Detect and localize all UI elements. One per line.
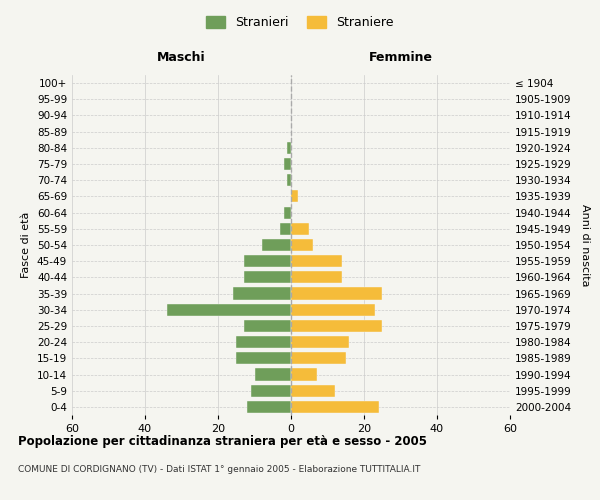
Bar: [291, 288, 382, 300]
Bar: [287, 142, 291, 154]
Y-axis label: Fasce di età: Fasce di età: [22, 212, 31, 278]
Bar: [291, 190, 298, 202]
Bar: [291, 239, 313, 251]
Bar: [291, 401, 379, 413]
Bar: [291, 320, 382, 332]
Bar: [291, 255, 342, 268]
Bar: [291, 352, 346, 364]
Text: Femmine: Femmine: [368, 50, 433, 64]
Bar: [287, 174, 291, 186]
Bar: [167, 304, 291, 316]
Text: COMUNE DI CORDIGNANO (TV) - Dati ISTAT 1° gennaio 2005 - Elaborazione TUTTITALIA: COMUNE DI CORDIGNANO (TV) - Dati ISTAT 1…: [18, 465, 421, 474]
Bar: [236, 352, 291, 364]
Text: Popolazione per cittadinanza straniera per età e sesso - 2005: Popolazione per cittadinanza straniera p…: [18, 435, 427, 448]
Bar: [291, 336, 349, 348]
Bar: [236, 336, 291, 348]
Bar: [291, 222, 309, 235]
Bar: [262, 239, 291, 251]
Bar: [284, 158, 291, 170]
Bar: [291, 304, 375, 316]
Bar: [247, 401, 291, 413]
Bar: [244, 255, 291, 268]
Bar: [280, 222, 291, 235]
Y-axis label: Anni di nascita: Anni di nascita: [580, 204, 590, 286]
Bar: [291, 384, 335, 397]
Legend: Stranieri, Straniere: Stranieri, Straniere: [202, 11, 398, 34]
Text: Maschi: Maschi: [157, 50, 206, 64]
Bar: [233, 288, 291, 300]
Bar: [291, 368, 317, 380]
Bar: [284, 206, 291, 218]
Bar: [254, 368, 291, 380]
Bar: [244, 272, 291, 283]
Bar: [291, 272, 342, 283]
Bar: [244, 320, 291, 332]
Bar: [251, 384, 291, 397]
